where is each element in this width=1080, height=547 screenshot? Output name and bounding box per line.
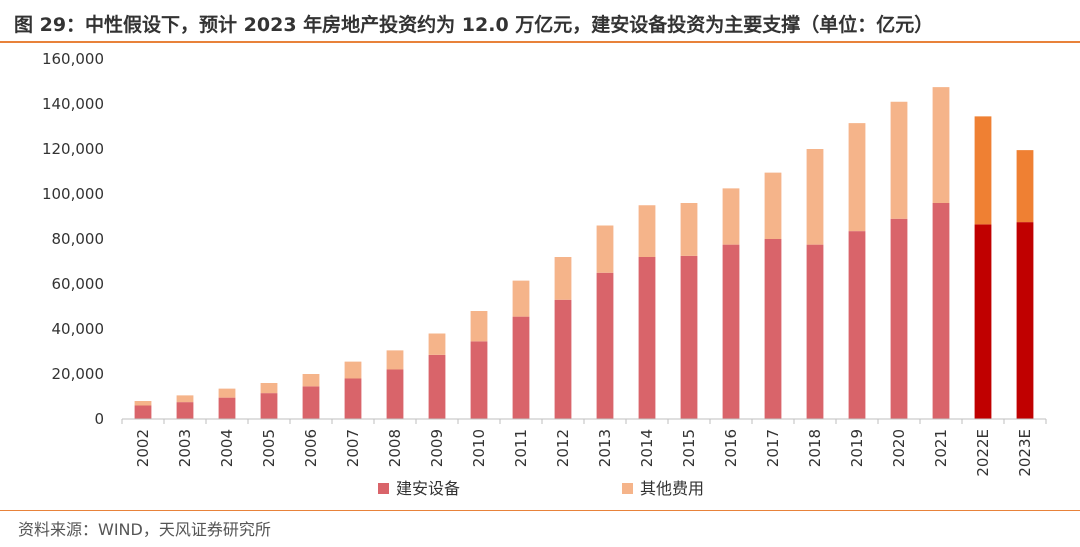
bar-construction-2016 [722, 244, 740, 419]
x-tick-label: 2010 [470, 429, 488, 467]
source-divider [0, 510, 1080, 511]
x-tick-label: 2011 [512, 429, 530, 467]
x-tick-label: 2018 [806, 429, 824, 467]
bar-other-2009 [428, 333, 446, 355]
bar-other-2011 [512, 280, 530, 317]
x-tick-label: 2002 [134, 429, 152, 467]
legend-swatch-construction [378, 483, 389, 494]
stacked-bar-chart: 0 20,000 40,000 60,000 80,000 100,000 120,000 1… [42, 50, 1047, 498]
legend-label-other: 其他费用 [640, 479, 704, 498]
x-tick-label: 2005 [260, 429, 278, 467]
x-tick-label: 2014 [638, 429, 656, 467]
bar-other-2002 [134, 401, 152, 406]
bar-construction-2018 [806, 244, 824, 419]
bar-other-2005 [260, 383, 278, 394]
bar-other-2003 [176, 395, 194, 403]
bar-construction-2022E [974, 224, 992, 419]
x-axis: 2002 2003 2004 2005 2006 2007 2008 2009 2010 2011… [121, 418, 1047, 477]
bar-other-2010 [470, 311, 488, 342]
bar-construction-2009 [428, 354, 446, 419]
x-tick-label: 2007 [344, 429, 362, 467]
bar-construction-2023E [1016, 222, 1034, 419]
y-tick-label: 160,000 [42, 50, 104, 68]
bar-other-2019 [848, 123, 866, 232]
x-tick-label: 2006 [302, 429, 320, 467]
bar-construction-2011 [512, 316, 530, 419]
source-note: 资料来源：WIND，天风证券研究所 [18, 520, 271, 539]
bar-construction-2007 [344, 378, 362, 419]
bar-construction-2006 [302, 386, 320, 419]
legend-swatch-other [622, 483, 633, 494]
bar-construction-2004 [218, 397, 236, 419]
y-tick-label: 80,000 [52, 230, 105, 248]
bar-other-2015 [680, 203, 698, 256]
y-tick-label: 140,000 [42, 95, 104, 113]
x-tick-label: 2015 [680, 429, 698, 467]
x-tick-label: 2021 [932, 429, 950, 467]
bar-other-2004 [218, 388, 236, 398]
bars [134, 87, 1034, 419]
legend: 建安设备 其他费用 [378, 479, 704, 498]
bar-other-2020 [890, 101, 908, 219]
bar-other-2021 [932, 87, 950, 203]
bar-other-2023E [1016, 150, 1034, 223]
bar-construction-2015 [680, 255, 698, 419]
bar-construction-2003 [176, 402, 194, 419]
bar-construction-2020 [890, 218, 908, 419]
x-tick-label: 2020 [890, 429, 908, 467]
legend-label-construction: 建安设备 [396, 479, 460, 498]
bar-other-2014 [638, 205, 656, 257]
bar-construction-2021 [932, 203, 950, 419]
x-tick-label: 2008 [386, 429, 404, 467]
bar-other-2018 [806, 149, 824, 245]
bar-other-2017 [764, 172, 782, 239]
bar-other-2022E [974, 116, 992, 225]
bar-construction-2014 [638, 257, 656, 419]
chart-title: 图 29：中性假设下，预计 2023 年房地产投资约为 12.0 万亿元，建安设… [14, 14, 934, 36]
x-tick-label: 2017 [764, 429, 782, 467]
x-tick-label: 2012 [554, 429, 572, 467]
x-tick-label: 2013 [596, 429, 614, 467]
bar-construction-2017 [764, 239, 782, 419]
bar-other-2013 [596, 225, 614, 273]
y-axis: 0 20,000 40,000 60,000 80,000 100,000 120,000 1… [42, 50, 104, 428]
bar-other-2016 [722, 188, 740, 245]
y-tick-label: 40,000 [52, 320, 105, 338]
y-tick-label: 60,000 [52, 275, 105, 293]
bar-other-2012 [554, 257, 572, 300]
x-tick-label: 2016 [722, 429, 740, 467]
title-underline [0, 41, 1080, 43]
bar-other-2007 [344, 361, 362, 379]
bar-other-2008 [386, 350, 404, 370]
y-tick-label: 120,000 [42, 140, 104, 158]
x-tick-label: 2004 [218, 429, 236, 467]
bar-construction-2013 [596, 272, 614, 419]
bar-other-2006 [302, 374, 320, 387]
x-tick-label: 2019 [848, 429, 866, 467]
x-tick-label: 2022E [974, 429, 992, 477]
x-tick-label: 2009 [428, 429, 446, 467]
x-tick-label: 2003 [176, 429, 194, 467]
bar-construction-2005 [260, 393, 278, 419]
bar-construction-2019 [848, 231, 866, 419]
bar-construction-2010 [470, 341, 488, 419]
bar-construction-2008 [386, 369, 404, 419]
y-tick-label: 100,000 [42, 185, 104, 203]
y-tick-label: 0 [94, 410, 104, 428]
x-tick-label: 2023E [1016, 429, 1034, 477]
bar-construction-2012 [554, 299, 572, 419]
bar-construction-2002 [134, 405, 152, 419]
y-tick-label: 20,000 [52, 365, 105, 383]
